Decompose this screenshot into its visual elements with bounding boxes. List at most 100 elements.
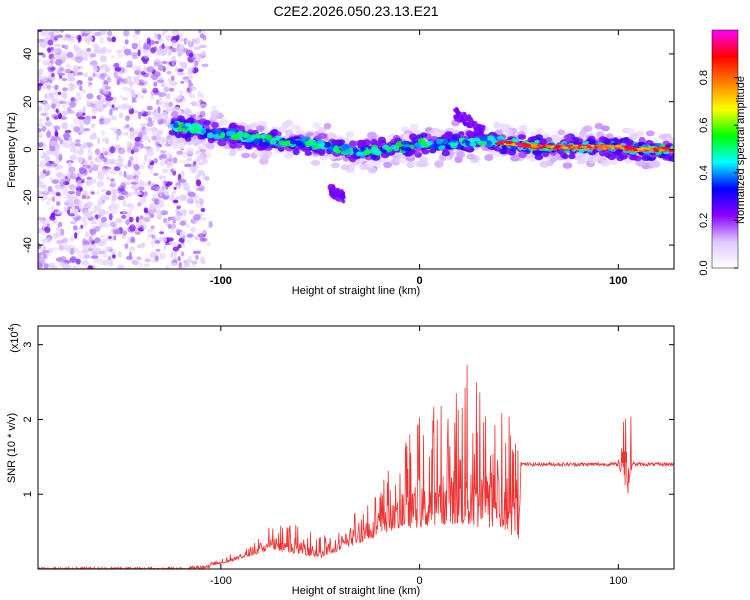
noise-speckle — [51, 196, 56, 203]
ridge-core — [191, 123, 198, 128]
colorbar-tick-label: 0.0 — [698, 260, 710, 275]
noise-speckle — [165, 109, 171, 113]
noise-speckle — [83, 220, 88, 228]
noise-speckle — [134, 191, 143, 195]
ridge-core — [425, 140, 433, 146]
ridge-halo — [295, 129, 306, 136]
ridge-halo — [284, 119, 294, 127]
ridge-core — [278, 140, 286, 146]
noise-speckle — [140, 95, 145, 99]
noise-speckle — [126, 105, 133, 110]
ridge-halo — [535, 127, 544, 135]
noise-speckle — [115, 217, 121, 224]
noise-speckle — [170, 262, 178, 266]
noise-speckle — [132, 93, 136, 98]
colorbar-tick-label: 0.8 — [698, 70, 710, 85]
ridge-halo — [171, 110, 179, 118]
noise-speckle — [201, 260, 206, 265]
ridge-core — [290, 139, 297, 145]
noise-speckle — [51, 265, 56, 269]
ridge-halo — [367, 131, 377, 140]
ridge-core — [295, 140, 303, 147]
noise-speckle — [99, 55, 107, 63]
noise-speckle — [157, 64, 164, 71]
noise-speckle — [163, 86, 170, 93]
noise-speckle — [171, 58, 175, 66]
noise-speckle — [61, 50, 67, 56]
noise-speckle — [82, 238, 87, 246]
ridge-core — [445, 144, 451, 150]
noise-speckle — [160, 83, 168, 88]
noise-speckle — [160, 157, 167, 163]
noise-speckle — [62, 190, 70, 197]
noise-speckle — [49, 140, 57, 146]
noise-speckle — [153, 81, 158, 87]
ridge-peak — [500, 140, 505, 144]
ridge-peak — [505, 141, 513, 145]
noise-speckle — [62, 184, 67, 189]
noise-speckle — [54, 94, 60, 99]
ridge-halo — [510, 155, 520, 162]
noise-speckle — [112, 254, 116, 259]
noise-speckle — [105, 167, 111, 173]
noise-speckle — [106, 36, 112, 42]
noise-speckle — [39, 259, 46, 265]
side-feature-blob — [474, 120, 478, 128]
noise-speckle — [43, 103, 51, 110]
ridge-blob — [245, 144, 253, 150]
ridge-blob — [441, 150, 450, 157]
noise-speckle — [139, 138, 143, 144]
snr-ticks: -100 0 100 1 2 3 — [22, 326, 674, 587]
noise-speckle — [90, 220, 97, 225]
noise-speckle — [49, 66, 56, 71]
noise-speckle — [79, 119, 85, 123]
ridge-peak — [554, 145, 560, 149]
noise-speckle — [142, 135, 150, 141]
ridge-peak — [580, 145, 588, 149]
noise-speckle — [77, 148, 85, 154]
noise-speckle — [192, 260, 196, 268]
noise-speckle — [60, 116, 67, 120]
noise-speckle — [164, 192, 170, 197]
noise-speckle — [47, 47, 52, 54]
noise-speckle — [75, 139, 81, 143]
noise-speckle — [100, 130, 106, 136]
noise-speckle — [109, 109, 113, 116]
noise-speckle — [201, 63, 209, 67]
noise-speckle — [175, 185, 182, 189]
noise-speckle — [38, 68, 44, 75]
noise-speckle — [194, 60, 199, 67]
noise-speckle — [97, 173, 105, 181]
noise-speckle — [176, 209, 184, 216]
noise-speckle — [163, 180, 167, 186]
noise-speckle — [187, 41, 194, 48]
noise-speckle — [205, 151, 212, 159]
ridge-core — [176, 126, 184, 132]
ridge-core — [334, 149, 342, 154]
ridge-blob — [603, 138, 612, 145]
snr-x-axis-label: Height of straight line (km) — [292, 585, 420, 597]
noise-speckle — [70, 124, 74, 128]
noise-speckle — [180, 38, 184, 42]
noise-speckle — [46, 236, 52, 244]
noise-speckle — [97, 198, 103, 206]
noise-speckle — [102, 137, 106, 142]
noise-speckle — [199, 103, 207, 109]
noise-speckle — [104, 210, 110, 215]
noise-speckle — [47, 39, 54, 46]
noise-speckle — [49, 176, 54, 182]
noise-speckle — [125, 219, 130, 226]
noise-speckle — [38, 83, 43, 87]
noise-speckle — [110, 55, 115, 59]
ridge-halo — [210, 109, 220, 118]
noise-speckle — [82, 37, 88, 42]
noise-speckle — [54, 144, 59, 152]
noise-speckle — [126, 75, 133, 83]
noise-speckle — [100, 234, 106, 239]
noise-speckle — [74, 98, 80, 105]
noise-speckle — [62, 101, 68, 110]
noise-speckle — [157, 33, 162, 40]
noise-speckle — [72, 118, 81, 125]
noise-speckle — [82, 56, 89, 62]
noise-speckle — [134, 136, 141, 143]
